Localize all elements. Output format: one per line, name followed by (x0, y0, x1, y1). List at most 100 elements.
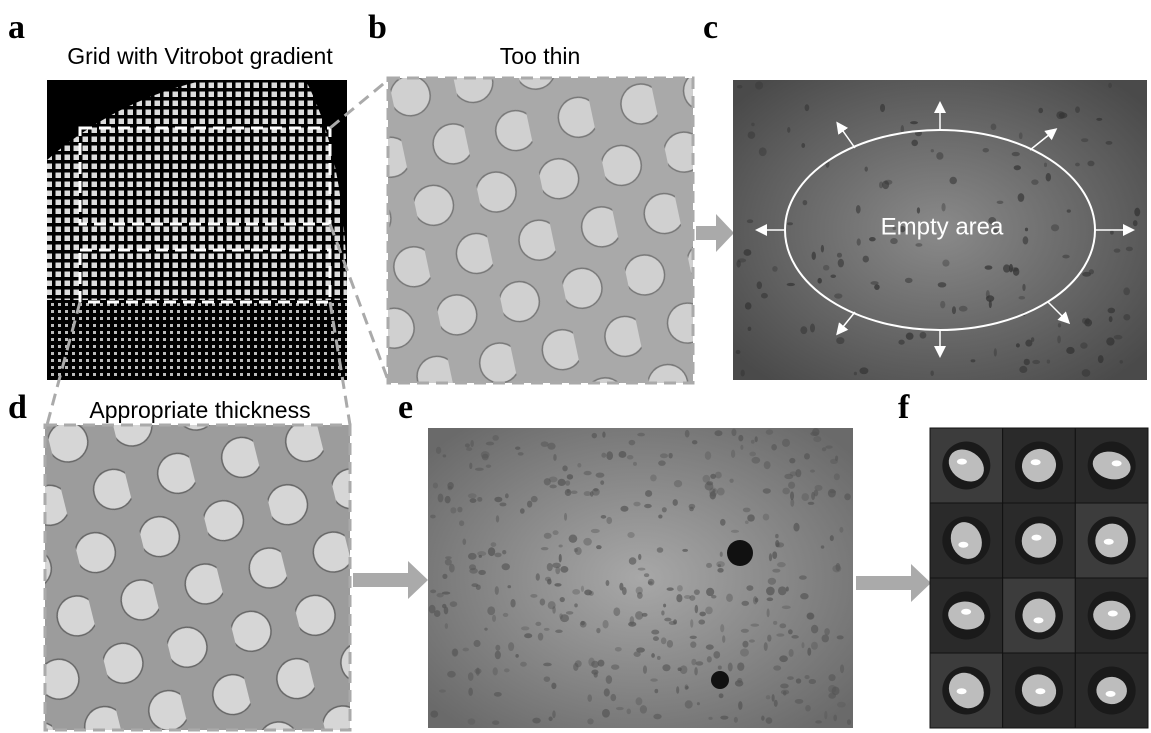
particle (837, 635, 844, 639)
particle (697, 702, 700, 705)
particle (604, 688, 610, 696)
particle (524, 633, 532, 638)
particle (601, 453, 606, 458)
particle (606, 675, 612, 684)
particle (628, 622, 636, 627)
particle (633, 502, 640, 507)
particle (776, 543, 780, 547)
particle (560, 566, 568, 573)
particle (484, 628, 488, 631)
particle (709, 488, 717, 497)
particle (502, 550, 506, 554)
particle (685, 686, 689, 689)
particle (711, 595, 716, 598)
particle (438, 494, 444, 503)
particle (600, 480, 604, 485)
particle (554, 583, 561, 586)
particle (801, 493, 809, 501)
particle (1032, 360, 1040, 364)
class-detail (961, 609, 971, 615)
panel-title: Grid with Vitrobot gradient (67, 43, 333, 69)
particle (898, 340, 904, 345)
particle (745, 520, 749, 524)
particle (817, 278, 821, 284)
particle (443, 454, 447, 457)
particle (720, 519, 726, 526)
particle (468, 672, 474, 681)
particle (1120, 360, 1123, 363)
particle (1066, 347, 1074, 354)
particle (737, 85, 742, 89)
particle (1009, 264, 1013, 273)
particle (840, 664, 844, 673)
particle (596, 472, 605, 477)
class-detail (1031, 535, 1041, 541)
particle (538, 633, 543, 641)
particle (436, 447, 441, 454)
particle (452, 648, 459, 656)
particle (824, 711, 827, 719)
particle (1013, 267, 1019, 275)
particle (1133, 220, 1138, 226)
particle (847, 719, 851, 725)
particle (692, 440, 698, 444)
particle (462, 539, 466, 545)
particle (532, 718, 541, 724)
particle (879, 182, 883, 189)
particle (488, 547, 495, 556)
particle (492, 435, 498, 441)
particle (837, 253, 842, 258)
class-detail (1106, 691, 1116, 697)
particle (905, 278, 913, 283)
particle (559, 554, 562, 563)
particle (747, 514, 755, 521)
particle (812, 252, 816, 260)
particle (450, 601, 457, 607)
ice-contaminant (711, 671, 729, 689)
particle (664, 618, 671, 622)
particle (530, 594, 537, 598)
particle (880, 104, 885, 112)
particle (715, 472, 722, 479)
class-detail (1108, 610, 1118, 616)
particle (531, 496, 538, 502)
particle (780, 684, 789, 689)
panel-letter: a (8, 9, 25, 46)
particle (468, 493, 477, 498)
particle (627, 708, 631, 714)
particle (805, 104, 810, 111)
particle (737, 678, 742, 683)
particle (560, 597, 565, 602)
particle (782, 488, 790, 495)
particle (682, 549, 688, 552)
particle (601, 515, 607, 519)
particle (788, 629, 793, 634)
particle (449, 564, 455, 573)
particle (773, 621, 777, 625)
particle (494, 497, 502, 502)
particle (470, 498, 477, 503)
particle (989, 300, 992, 308)
particle (803, 200, 808, 205)
particle (857, 238, 861, 245)
particle (562, 465, 567, 471)
particle (1123, 314, 1130, 320)
particle (602, 432, 605, 438)
particle (997, 201, 1004, 204)
particle (611, 664, 619, 669)
particle (676, 686, 679, 693)
particle (673, 499, 678, 506)
particle (822, 634, 829, 642)
particle (836, 337, 844, 344)
particle (789, 458, 795, 463)
particle (685, 430, 690, 438)
particle (499, 502, 506, 506)
particle (559, 613, 562, 619)
particle (469, 463, 472, 469)
particle (830, 490, 836, 493)
particle (660, 453, 668, 458)
class-detail (957, 688, 967, 694)
particle (589, 591, 594, 596)
particle (1019, 296, 1026, 300)
particle (994, 348, 997, 356)
